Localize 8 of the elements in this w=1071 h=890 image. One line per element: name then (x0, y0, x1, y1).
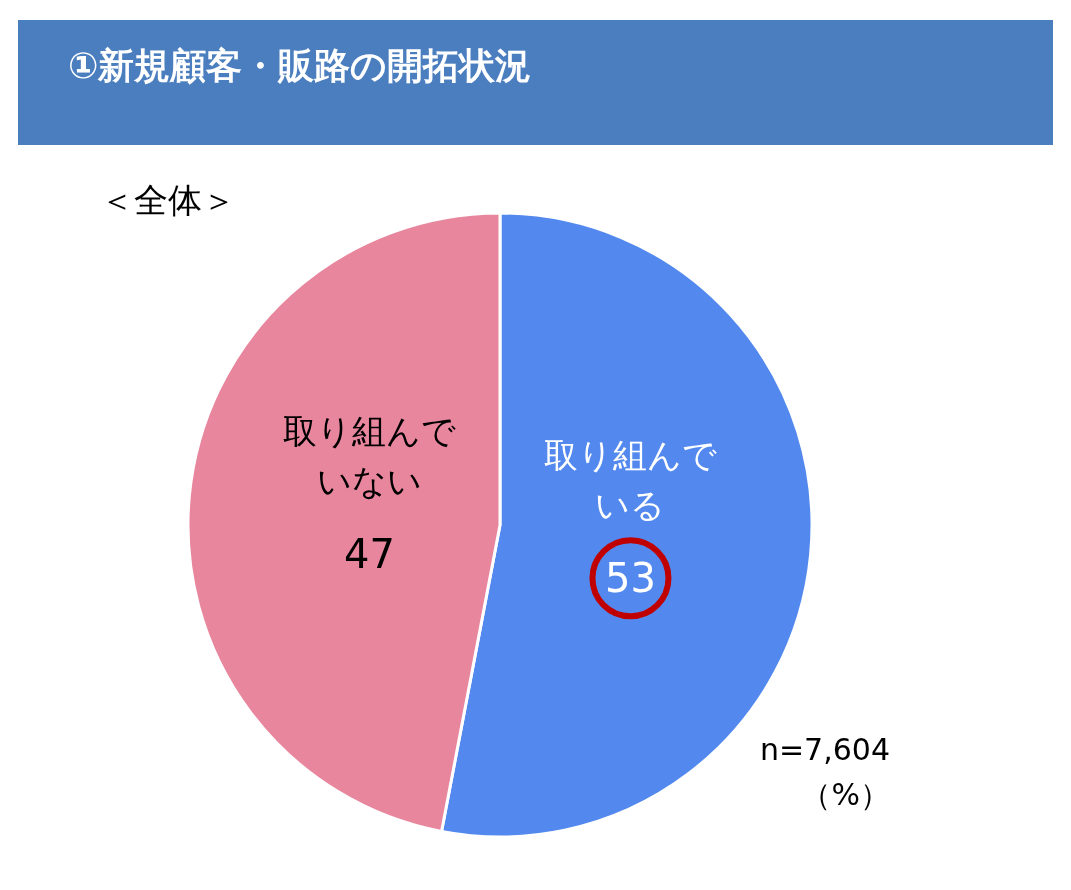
text: n=7,604 (759, 732, 890, 767)
chart-subtitle: ＜全体＞ (100, 180, 236, 220)
data-label: 53 (605, 555, 656, 602)
slice-label: 取り組んでいる (543, 435, 717, 526)
slice-label: 取り組んでいない (283, 410, 457, 501)
data-label: 47 (344, 530, 395, 577)
text: （%） (801, 777, 890, 812)
chart-title: ①新規顧客・販路の開拓状況 (68, 45, 532, 86)
